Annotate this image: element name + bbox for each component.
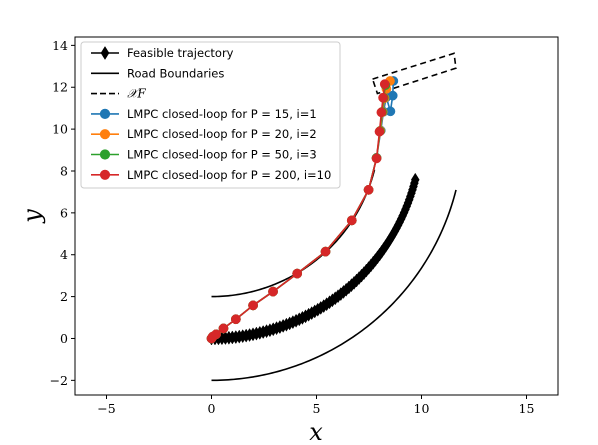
y-tick-label: 6 [60, 205, 68, 220]
legend-label: LMPC closed-loop for P = 20, i=2 [127, 127, 317, 141]
series-point-4 [320, 246, 331, 257]
y-tick-label: 8 [60, 163, 68, 178]
feasible-trajectory-marker [410, 172, 420, 187]
y-tick-label: 12 [52, 80, 68, 95]
series-point-4 [211, 329, 221, 340]
series-point-4 [363, 184, 374, 195]
legend: Feasible trajectory Road Boundaries 𝒳F LMPC… [80, 41, 341, 189]
y-tick-label: 2 [60, 289, 68, 304]
x-tick-label: 5 [313, 401, 321, 416]
x-tick-label: 10 [414, 401, 430, 416]
y-tick-label: −2 [50, 373, 68, 388]
road-boundary-outer [211, 189, 457, 382]
road-boundary-inner [211, 169, 376, 298]
legend-label: LMPC closed-loop for P = 50, i=3 [127, 148, 317, 162]
y-tick-label: 4 [60, 247, 68, 262]
axis-ticks: −5 0 5 10 15 −2 0 2 4 6 8 10 12 14 [50, 38, 535, 416]
legend-label: LMPC closed-loop for P = 15, i=1 [127, 107, 317, 121]
terminal-set-boundary [371, 52, 457, 95]
x-tick-label: 0 [208, 401, 216, 416]
legend-swatch-diamond [100, 46, 110, 60]
series-point-4 [218, 323, 229, 334]
legend-box [80, 41, 341, 189]
legend-swatch-circle [99, 129, 111, 140]
legend-swatch-circle [99, 169, 111, 180]
series-point-4 [292, 268, 303, 279]
series-point-4 [371, 153, 382, 164]
series-point-4 [374, 126, 385, 137]
series-point-4 [268, 286, 278, 297]
legend-label: Feasible trajectory [127, 46, 234, 60]
x-tick-label: −5 [97, 401, 115, 416]
y-tick-label: 0 [60, 331, 68, 346]
series-point-4 [376, 107, 387, 118]
x-tick-label: 15 [519, 401, 535, 416]
series-point-4 [346, 215, 357, 226]
legend-label: 𝒳F [127, 87, 146, 101]
series-point-4 [231, 314, 241, 325]
legend-label: Road Boundaries [127, 66, 224, 80]
legend-swatch-circle [99, 108, 111, 120]
plot-data-layer [206, 52, 457, 382]
legend-label: LMPC closed-loop for P = 200, i=10 [127, 168, 331, 182]
series-point-4 [378, 92, 388, 103]
series-point-4 [379, 79, 390, 89]
y-tick-label: 14 [52, 38, 68, 53]
series-point-4 [248, 300, 258, 311]
legend-swatch-circle [99, 149, 111, 160]
x-axis-label: x [309, 418, 323, 445]
y-axis-label: y [18, 209, 46, 224]
y-tick-label: 10 [52, 122, 68, 137]
